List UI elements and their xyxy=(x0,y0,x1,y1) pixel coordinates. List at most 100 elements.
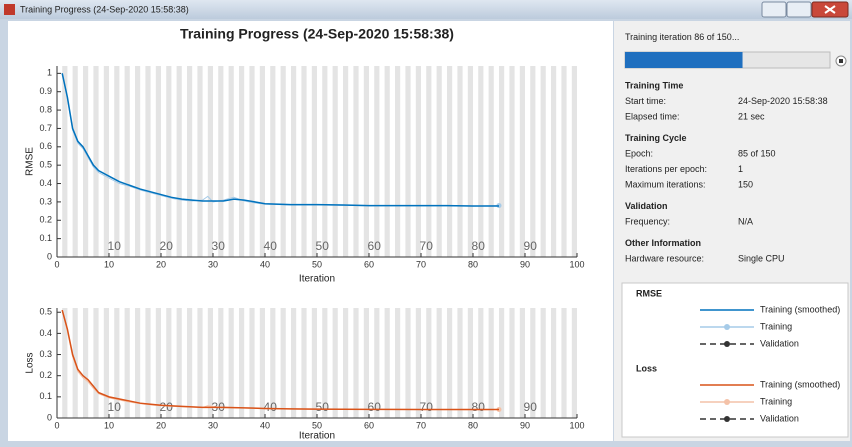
epoch-label: 80 xyxy=(472,239,486,253)
epoch-stripe xyxy=(343,308,349,418)
epoch-stripe xyxy=(103,308,109,418)
epoch-stripe xyxy=(135,308,141,418)
epoch-stripe xyxy=(291,308,297,418)
epoch-stripe xyxy=(62,66,68,257)
epoch-label: 80 xyxy=(472,400,486,414)
epoch-stripe xyxy=(395,66,401,257)
epoch-stripe xyxy=(228,308,234,418)
epoch-stripe xyxy=(467,308,473,418)
maximize-button[interactable] xyxy=(786,1,812,18)
legend-marker xyxy=(724,399,730,405)
epoch-stripe xyxy=(332,66,338,257)
epoch-stripe xyxy=(447,66,453,257)
epoch-label: 60 xyxy=(368,400,382,414)
series-line xyxy=(61,309,499,411)
info-label: Iterations per epoch: xyxy=(625,164,707,174)
epoch-stripe xyxy=(207,66,213,257)
epoch-stripe xyxy=(499,66,505,257)
y-tick-label: 0 xyxy=(47,412,52,422)
legend-label: Validation xyxy=(760,338,799,348)
epoch-stripe xyxy=(415,308,421,418)
info-label: Elapsed time: xyxy=(625,111,680,121)
legend-label: Training (smoothed) xyxy=(760,379,840,389)
epoch-stripe xyxy=(540,308,546,418)
legend-label: Training xyxy=(760,321,792,331)
epoch-stripe xyxy=(384,308,390,418)
app-icon xyxy=(4,4,15,15)
epoch-stripe xyxy=(83,308,89,418)
x-tick-label: 50 xyxy=(312,420,322,430)
x-tick-label: 70 xyxy=(416,420,426,430)
epoch-stripe xyxy=(384,66,390,257)
x-tick-label: 0 xyxy=(54,420,59,430)
panel-title: Training Progress (24-Sep-2020 15:58:38) xyxy=(180,26,454,42)
epoch-stripe xyxy=(478,66,484,257)
y-tick-label: 0.3 xyxy=(39,196,52,206)
epoch-stripe xyxy=(259,66,265,257)
x-tick-label: 100 xyxy=(569,259,584,269)
epoch-stripe xyxy=(457,308,463,418)
epoch-stripe xyxy=(239,308,245,418)
epoch-label: 90 xyxy=(524,400,538,414)
epoch-stripe xyxy=(374,66,380,257)
x-tick-label: 80 xyxy=(468,259,478,269)
info-value: 1 xyxy=(738,164,743,174)
title-bar xyxy=(0,0,852,19)
epoch-stripe xyxy=(363,66,369,257)
epoch-stripe xyxy=(72,66,78,257)
epoch-stripe xyxy=(488,308,494,418)
epoch-stripe xyxy=(114,66,120,257)
x-tick-label: 10 xyxy=(104,420,114,430)
epoch-stripe xyxy=(166,308,172,418)
x-axis-label: Iteration xyxy=(299,274,335,285)
epoch-stripe xyxy=(228,66,234,257)
x-tick-label: 10 xyxy=(104,259,114,269)
epoch-stripe xyxy=(124,308,130,418)
series-line xyxy=(61,73,499,207)
epoch-stripe xyxy=(166,66,172,257)
epoch-label: 70 xyxy=(420,239,434,253)
minimize-button[interactable] xyxy=(761,1,787,18)
y-tick-label: 0.5 xyxy=(39,307,52,317)
epoch-stripe xyxy=(311,308,317,418)
epoch-stripe xyxy=(218,308,224,418)
epoch-stripe xyxy=(301,66,307,257)
epoch-stripe xyxy=(93,66,99,257)
epoch-stripe xyxy=(395,308,401,418)
epoch-stripe xyxy=(519,66,525,257)
epoch-label: 10 xyxy=(108,400,122,414)
epoch-stripe xyxy=(103,66,109,257)
epoch-stripe xyxy=(218,66,224,257)
progress-total: 150 xyxy=(717,32,732,42)
epoch-stripe xyxy=(332,308,338,418)
epoch-stripe xyxy=(426,308,432,418)
x-tick-label: 80 xyxy=(468,420,478,430)
x-tick-label: 20 xyxy=(156,420,166,430)
epoch-stripe xyxy=(343,66,349,257)
y-axis-label: RMSE xyxy=(25,147,36,176)
epoch-label: 40 xyxy=(264,400,278,414)
epoch-stripe xyxy=(187,66,193,257)
legend-box xyxy=(621,282,849,438)
epoch-stripe xyxy=(551,308,557,418)
epoch-stripe xyxy=(457,66,463,257)
epoch-stripe xyxy=(571,66,577,257)
y-tick-label: 0.1 xyxy=(39,233,52,243)
y-tick-label: 0.9 xyxy=(39,86,52,96)
x-tick-label: 20 xyxy=(156,259,166,269)
epoch-label: 50 xyxy=(316,400,330,414)
epoch-stripe xyxy=(353,308,359,418)
progress-current: 86 xyxy=(694,32,704,42)
epoch-stripe xyxy=(155,308,161,418)
epoch-stripe xyxy=(363,308,369,418)
epoch-label: 50 xyxy=(316,239,330,253)
progress-of: of xyxy=(707,32,715,42)
epoch-stripe xyxy=(478,308,484,418)
epoch-stripe xyxy=(509,308,515,418)
epoch-stripe xyxy=(280,66,286,257)
epoch-stripe xyxy=(551,66,557,257)
epoch-stripe xyxy=(530,66,536,257)
section-title: Training Cycle xyxy=(625,133,687,143)
legend-title: RMSE xyxy=(636,288,662,298)
